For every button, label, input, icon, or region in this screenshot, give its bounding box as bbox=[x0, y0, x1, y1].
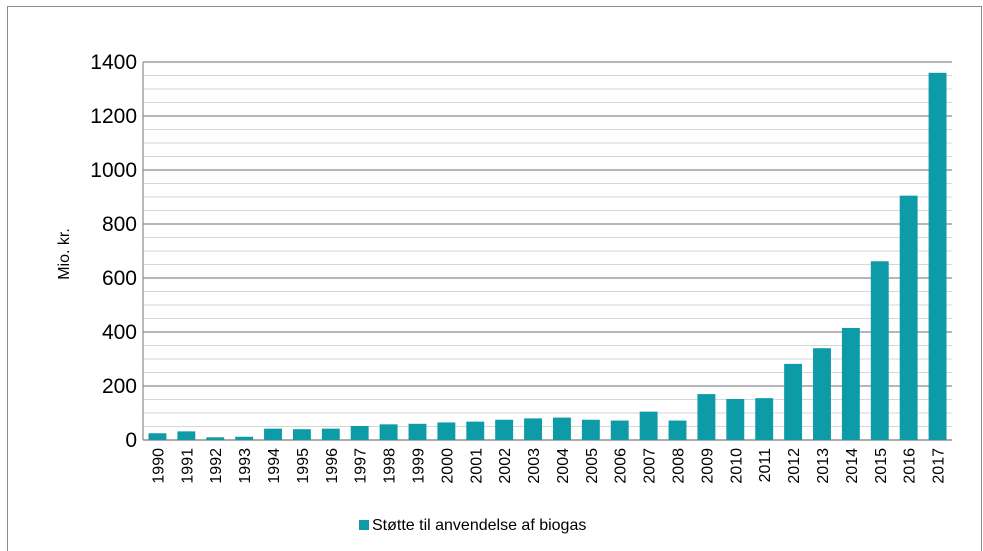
x-tick-label: 2004 bbox=[555, 448, 572, 484]
bar-1996 bbox=[321, 428, 340, 440]
x-tick-label: 2008 bbox=[671, 448, 688, 484]
x-tick-label: 1990 bbox=[150, 448, 167, 484]
bar-2011 bbox=[755, 398, 774, 440]
bar-1990 bbox=[148, 433, 167, 440]
bar-2000 bbox=[437, 422, 456, 440]
x-tick-label: 2001 bbox=[468, 448, 485, 484]
bar-2010 bbox=[726, 398, 745, 440]
bar-2003 bbox=[524, 418, 543, 440]
bar-2002 bbox=[495, 419, 514, 440]
x-tick-label: 1997 bbox=[353, 448, 370, 484]
y-tick-labels: 0 200 400 600 800 1000 1200 1400 bbox=[90, 51, 137, 452]
bar-2004 bbox=[552, 417, 571, 440]
y-axis-label: Mio. kr. bbox=[56, 228, 73, 280]
y-tick-label: 1400 bbox=[90, 51, 137, 74]
y-tick-label: 1200 bbox=[90, 105, 137, 128]
x-tick-label: 2014 bbox=[844, 448, 861, 484]
bar-2015 bbox=[870, 261, 889, 440]
bar-1991 bbox=[177, 431, 196, 440]
x-tick-label: 1995 bbox=[295, 448, 312, 484]
x-tick-label: 1998 bbox=[382, 448, 399, 484]
legend-label: Støtte til anvendelse af biogas bbox=[372, 517, 586, 534]
bar-2017 bbox=[928, 72, 947, 441]
bar-2009 bbox=[697, 394, 716, 440]
bar-2007 bbox=[639, 411, 658, 440]
x-tick-label: 1996 bbox=[324, 448, 341, 484]
bars bbox=[148, 72, 947, 441]
bar-1993 bbox=[235, 436, 254, 440]
bar-1998 bbox=[379, 424, 398, 440]
bar-2005 bbox=[581, 419, 600, 440]
x-tick-label: 2002 bbox=[497, 448, 514, 484]
bar-1992 bbox=[206, 437, 225, 440]
x-tick-label: 2006 bbox=[613, 448, 630, 484]
x-tick-label: 2012 bbox=[786, 448, 803, 484]
x-tick-label: 2011 bbox=[757, 448, 774, 483]
x-tick-label: 1999 bbox=[410, 448, 427, 484]
y-tick-label: 0 bbox=[125, 429, 137, 452]
bar-2006 bbox=[610, 420, 629, 440]
chart-frame bbox=[7, 6, 982, 551]
gridlines bbox=[142, 61, 952, 441]
y-tick-label: 1000 bbox=[90, 159, 137, 182]
bar-1994 bbox=[264, 428, 282, 440]
y-tick-label: 800 bbox=[102, 213, 137, 236]
bar-1999 bbox=[408, 423, 427, 440]
legend: Støtte til anvendelse af biogas bbox=[359, 517, 586, 534]
x-tick-label: 1992 bbox=[208, 448, 225, 484]
bar-2013 bbox=[813, 348, 831, 440]
y-tick-label: 200 bbox=[102, 375, 137, 398]
x-tick-label: 2016 bbox=[902, 448, 919, 484]
x-tick-label: 1994 bbox=[266, 448, 283, 484]
bar-2012 bbox=[784, 363, 803, 440]
bar-1997 bbox=[350, 425, 369, 440]
x-tick-label: 1991 bbox=[179, 448, 196, 484]
bar-2014 bbox=[841, 327, 860, 440]
x-tick-label: 2007 bbox=[642, 448, 659, 484]
x-tick-label: 1993 bbox=[237, 448, 254, 484]
y-tick-label: 600 bbox=[102, 267, 137, 290]
y-tick-label: 400 bbox=[102, 321, 137, 344]
x-tick-label: 2009 bbox=[699, 448, 716, 484]
legend-swatch bbox=[359, 520, 369, 530]
x-tick-label: 2010 bbox=[728, 448, 745, 484]
x-tick-label: 2003 bbox=[526, 448, 543, 484]
x-tick-label: 2013 bbox=[815, 448, 832, 484]
x-tick-label: 2000 bbox=[439, 448, 456, 484]
x-tick-label: 2015 bbox=[873, 448, 890, 484]
bar-2016 bbox=[899, 195, 918, 440]
bar-2008 bbox=[668, 420, 687, 440]
x-tick-labels: 1990 1991 1992 1993 1994 1995 1996 1997 1998 1999… bbox=[150, 448, 947, 484]
x-tick-label: 2005 bbox=[584, 448, 601, 484]
bar-2001 bbox=[466, 421, 485, 440]
x-tick-label: 2017 bbox=[931, 448, 948, 484]
bar-1995 bbox=[292, 429, 311, 440]
